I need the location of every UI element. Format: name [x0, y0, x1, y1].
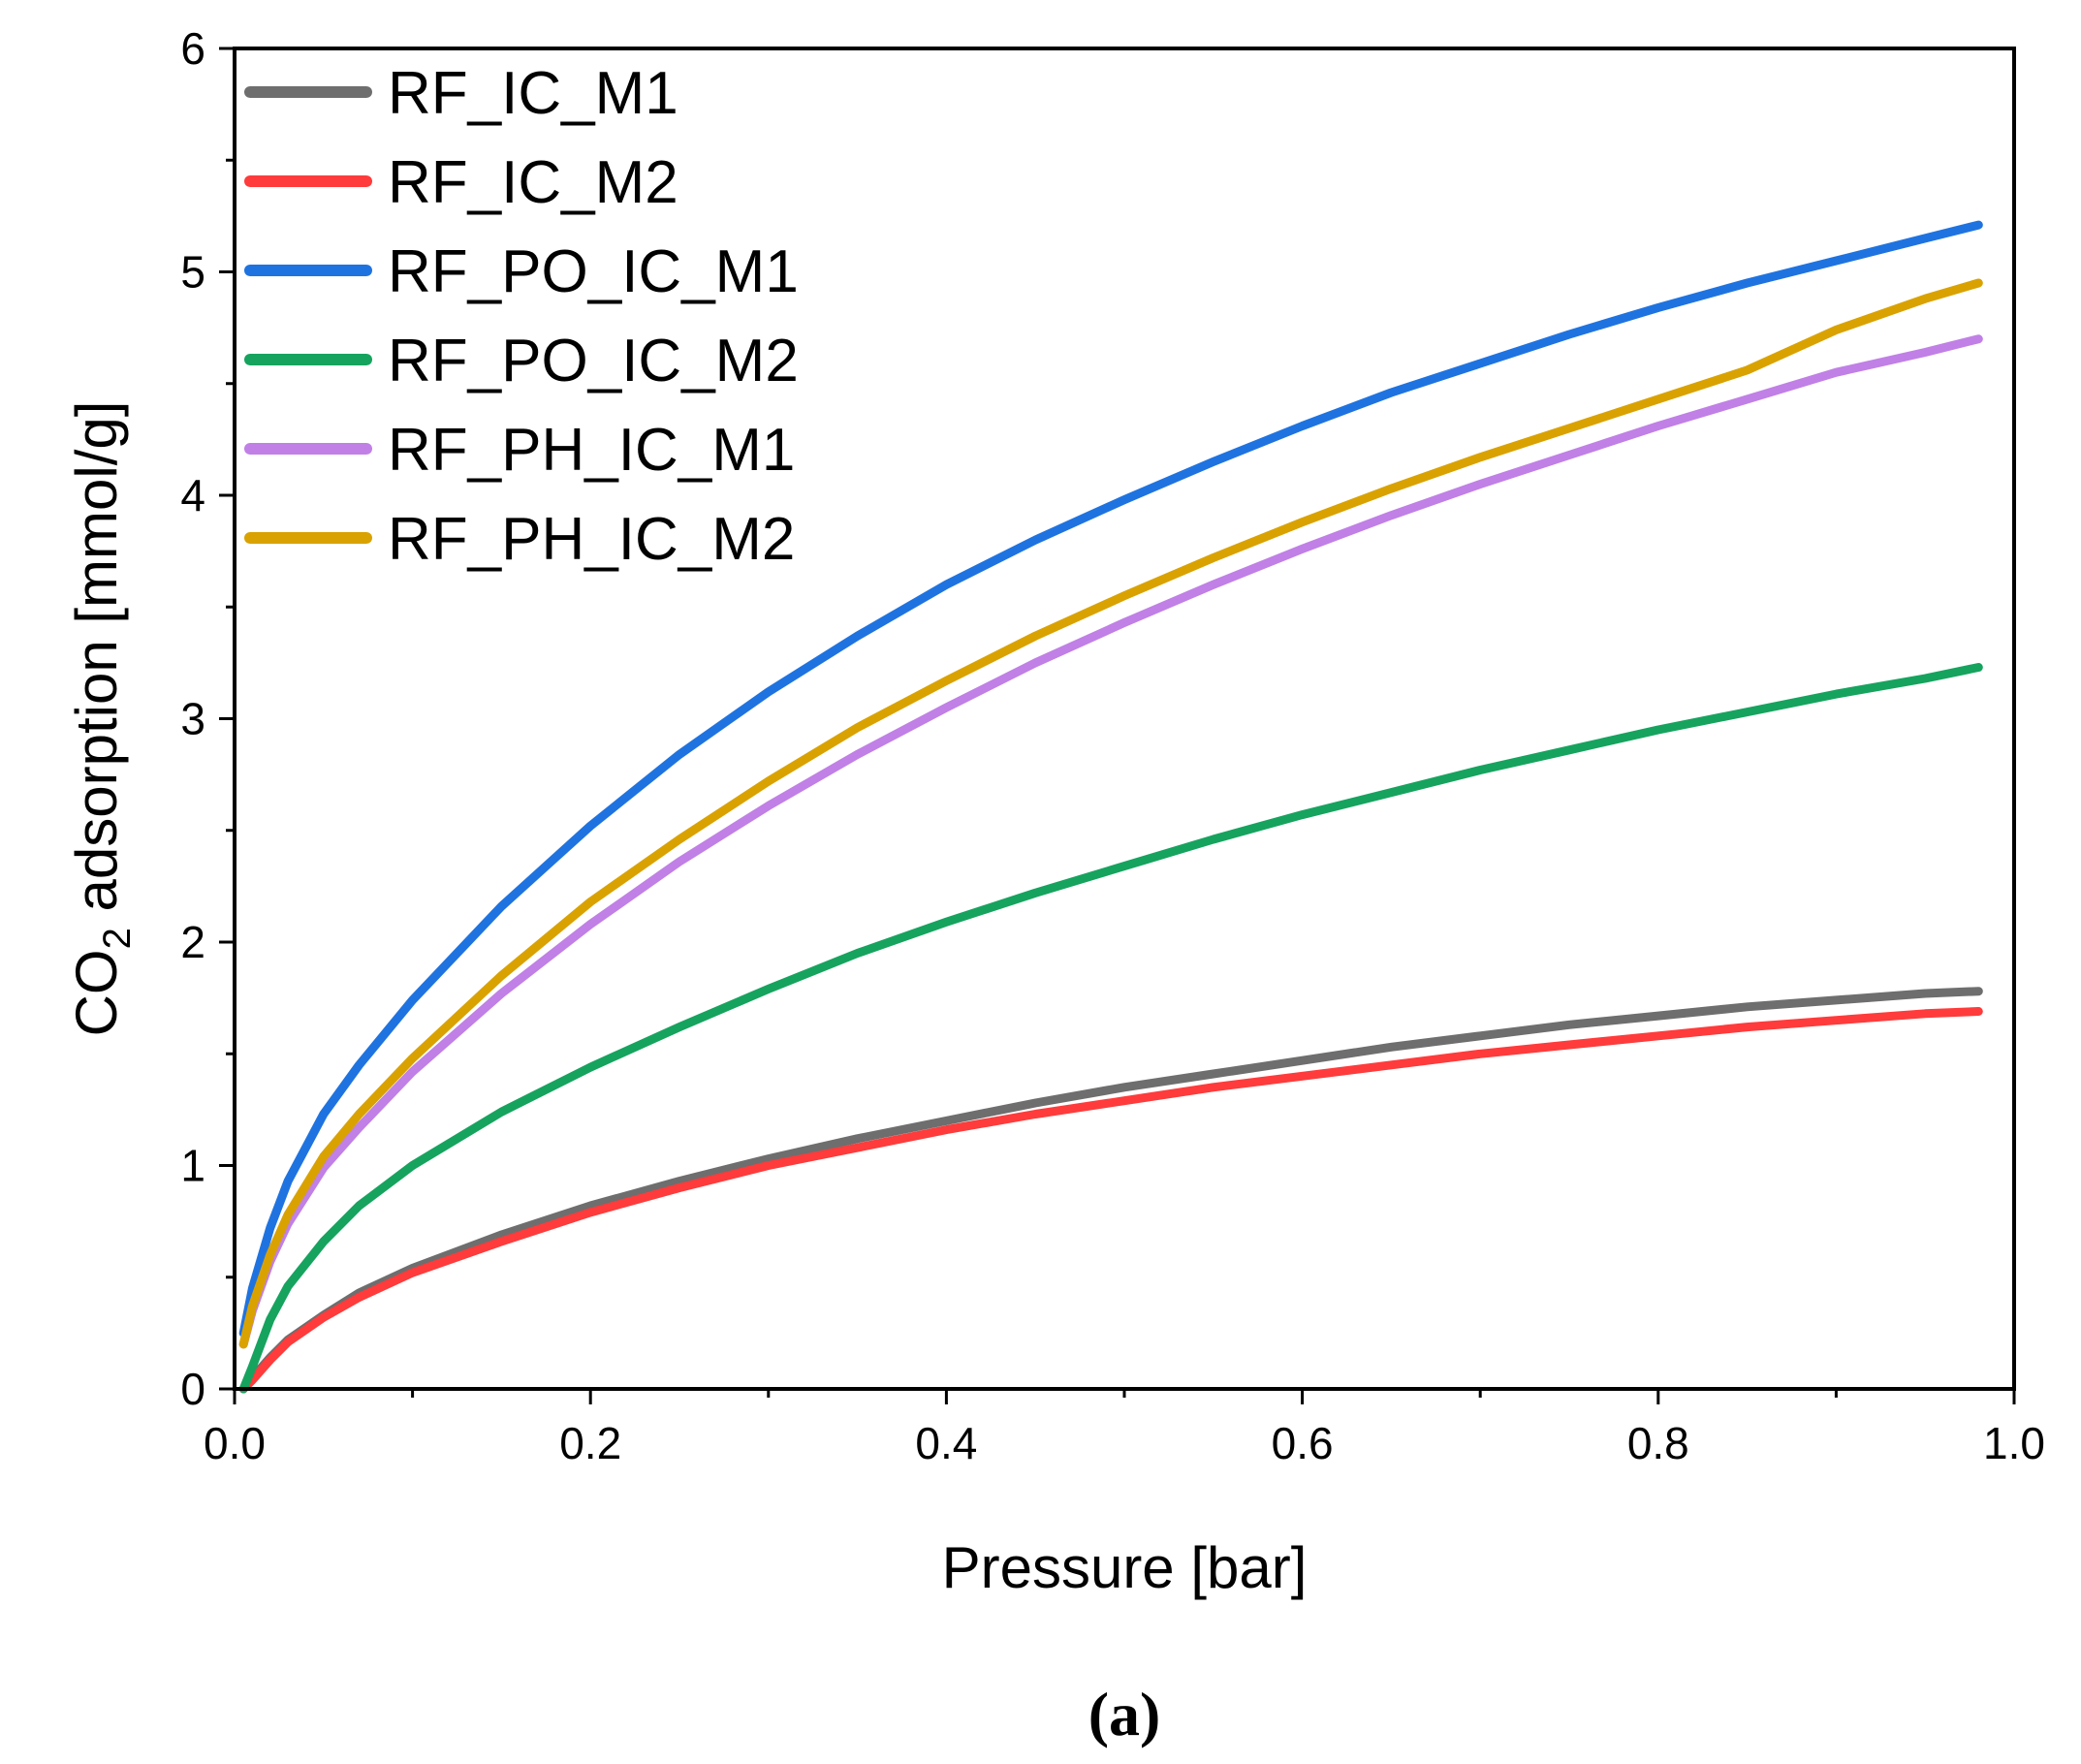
legend-label-rf-ic-m1: RF_IC_M1 [388, 60, 678, 127]
y-tick-label: 0 [180, 1364, 205, 1414]
legend-label-rf-po-ic-m2: RF_PO_IC_M2 [388, 328, 799, 394]
legend-label-rf-ph-ic-m2: RF_PH_IC_M2 [388, 506, 795, 573]
legend-label-rf-ic-m2: RF_IC_M2 [388, 149, 678, 216]
y-tick-label: 2 [180, 917, 205, 967]
figure-caption: (a) [1088, 1680, 1161, 1748]
y-tick-label: 6 [180, 23, 205, 74]
y-tick-label: 5 [180, 247, 205, 298]
y-tick-label: 3 [180, 694, 205, 744]
legend: RF_IC_M1 RF_IC_M2 RF_PO_IC_M1 RF_PO_IC_M2 RF… [244, 60, 799, 573]
series-line-rf-po-ic-m1 [238, 220, 1983, 1338]
y-axis-title-subscript: 2 [96, 928, 139, 949]
y-axis-title: CO2 adsorption [mmol/g] [64, 401, 139, 1037]
x-axis-ticks: 0.0 0.2 0.4 0.6 0.8 1.0 [204, 1389, 2045, 1468]
series-line-rf-ph-ic-m2 [238, 278, 1983, 1349]
y-axis-title-main: CO [64, 949, 129, 1036]
series-line-rf-po-ic-m2 [238, 663, 1983, 1394]
series-line-rf-ic-m1 [238, 987, 1983, 1394]
x-tick-label: 0.2 [559, 1418, 621, 1468]
x-tick-label: 0.4 [915, 1418, 977, 1468]
legend-label-rf-ph-ic-m1: RF_PH_IC_M1 [388, 417, 795, 484]
x-tick-label: 0.6 [1272, 1418, 1334, 1468]
series-line-rf-ph-ic-m1 [238, 334, 1983, 1349]
y-tick-label: 1 [180, 1141, 205, 1191]
legend-label-rf-po-ic-m1: RF_PO_IC_M1 [388, 238, 799, 305]
y-tick-label: 4 [180, 470, 205, 520]
y-axis-ticks: 0 1 2 3 4 5 6 [180, 23, 235, 1414]
x-tick-label: 0.0 [204, 1418, 266, 1468]
x-tick-label: 1.0 [1983, 1418, 2045, 1468]
x-axis-title: Pressure [bar] [942, 1535, 1308, 1600]
series-line-rf-ic-m2 [238, 1007, 1983, 1394]
series-group [238, 220, 1983, 1394]
x-tick-label: 0.8 [1627, 1418, 1689, 1468]
y-axis-title-rest: adsorption [mmol/g] [64, 401, 129, 929]
